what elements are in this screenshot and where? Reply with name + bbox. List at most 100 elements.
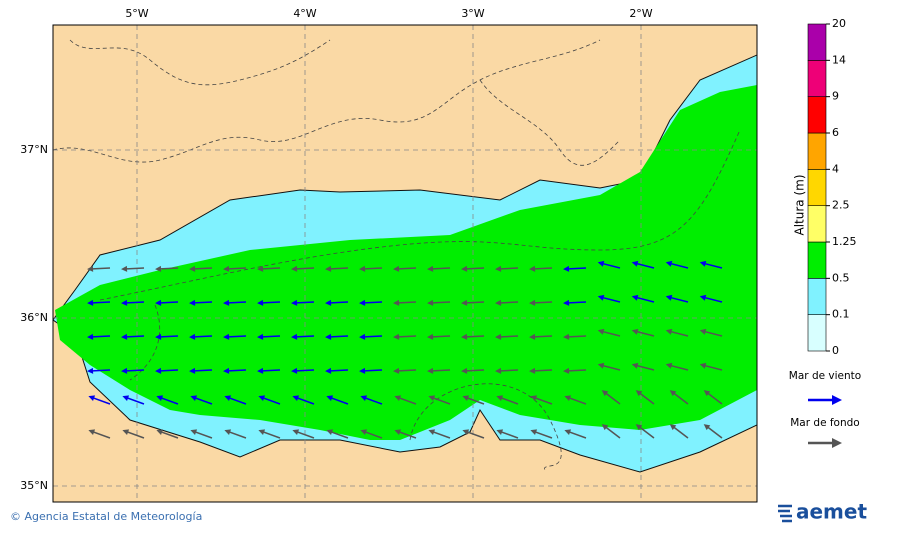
wave-arrow	[429, 335, 451, 338]
wave-arrow	[532, 430, 553, 439]
wave-arrowhead	[257, 299, 264, 306]
wave-arrowhead	[156, 395, 164, 401]
wave-arrowhead	[699, 362, 707, 369]
wave-arrow	[225, 267, 247, 270]
wave-arrow	[123, 267, 145, 270]
wave-arrow	[191, 335, 213, 338]
wave-arrowhead	[224, 429, 232, 435]
wave-arrowhead	[258, 395, 266, 401]
wave-arrow	[328, 430, 349, 439]
wave-arrowhead	[563, 367, 570, 374]
wave-arrow	[463, 369, 485, 372]
wave-arrow	[157, 301, 179, 304]
wave-arrow	[259, 335, 281, 338]
wave-arrowhead	[563, 265, 570, 272]
colorbar-label: 0.5	[832, 271, 850, 284]
wave-arrow	[157, 369, 179, 372]
wave-arrow	[260, 396, 281, 405]
wave-arrow	[361, 301, 383, 304]
wave-arrowhead	[665, 260, 673, 267]
wave-arrow	[634, 262, 655, 269]
wave-arrows	[87, 260, 723, 439]
wave-arrow	[634, 296, 655, 303]
wave-arrowhead	[190, 429, 198, 435]
wave-arrowhead	[87, 299, 94, 306]
wave-arrow	[463, 267, 485, 270]
wave-arrowhead	[326, 395, 334, 401]
wave-arrowhead	[428, 395, 436, 401]
wave-arrow	[497, 301, 519, 304]
wave-arrow	[531, 369, 553, 372]
wave-arrowhead	[427, 299, 434, 306]
wave-arrowhead	[631, 362, 639, 369]
wave-arrowhead	[635, 424, 643, 431]
wave-arrowhead	[699, 294, 707, 301]
wave-arrowhead	[189, 299, 196, 306]
wave-arrowhead	[496, 429, 504, 435]
wave-arrow	[705, 391, 723, 405]
colorbar-label: 6	[832, 126, 839, 139]
wave-arrowhead	[359, 265, 366, 272]
wave-arrowhead	[257, 265, 264, 272]
wave-arrow	[89, 369, 111, 372]
wave-arrowhead	[87, 367, 94, 374]
wave-arrow	[498, 430, 519, 439]
wave-arrowhead	[393, 265, 400, 272]
colorbar-label: 9	[832, 90, 839, 103]
wave-arrow	[157, 335, 179, 338]
legend-label: Mar de fondo	[790, 417, 859, 429]
wave-arrowhead	[393, 333, 400, 340]
wave-arrow	[395, 369, 417, 372]
wave-arrowhead	[427, 333, 434, 340]
wave-arrowhead	[88, 429, 96, 435]
wave-arrowhead	[495, 333, 502, 340]
colorbar-label: 0	[832, 344, 839, 357]
wave-arrowhead	[325, 299, 332, 306]
wave-arrow	[531, 335, 553, 338]
wave-arrowhead	[669, 424, 677, 431]
wave-arrow	[191, 301, 213, 304]
wave-arrow	[600, 262, 621, 269]
wave-arrowhead	[121, 367, 128, 374]
wave-arrowhead	[529, 367, 536, 374]
wave-arrowhead	[530, 429, 538, 435]
wave-arrow	[702, 330, 723, 337]
wave-arrowhead	[427, 265, 434, 272]
wave-arrowhead	[394, 429, 402, 435]
wave-arrowhead	[669, 390, 677, 397]
wave-arrow	[293, 301, 315, 304]
lat-labels: 37°N 36°N 35°N	[20, 143, 48, 492]
wave-arrowhead	[495, 265, 502, 272]
wave-arrowhead	[291, 265, 298, 272]
wave-arrowhead	[462, 429, 470, 435]
wave-arrow	[259, 301, 281, 304]
wave-arrow	[361, 369, 383, 372]
wave-arrow	[293, 335, 315, 338]
wave-arrowhead	[665, 294, 673, 301]
colorbar-segment	[807, 314, 827, 352]
wave-arrow	[395, 301, 417, 304]
colorbar-label: 4	[832, 162, 839, 175]
wave-arrowhead	[121, 265, 128, 272]
wave-arrow	[430, 396, 451, 405]
wave-arrow	[361, 267, 383, 270]
wave-arrow	[497, 335, 519, 338]
wave-arrowhead	[223, 333, 230, 340]
lon-label: 4°W	[293, 7, 316, 20]
colorbar-segment	[807, 278, 827, 315]
wave-arrowhead	[703, 390, 711, 397]
wave-arrowhead	[359, 333, 366, 340]
wave-arrowhead	[292, 429, 300, 435]
map-frame	[52, 24, 758, 503]
wave-arrow	[429, 369, 451, 372]
wave-arrow	[327, 369, 349, 372]
wave-arrow	[600, 364, 621, 371]
wave-arrow	[497, 369, 519, 372]
wave-arrow	[225, 369, 247, 372]
wave-arrow	[396, 430, 417, 439]
lon-label: 2°W	[629, 7, 652, 20]
wave-arrowhead	[88, 395, 96, 401]
wave-arrow	[89, 301, 111, 304]
wave-arrowhead	[257, 367, 264, 374]
wave-arrowhead	[427, 367, 434, 374]
